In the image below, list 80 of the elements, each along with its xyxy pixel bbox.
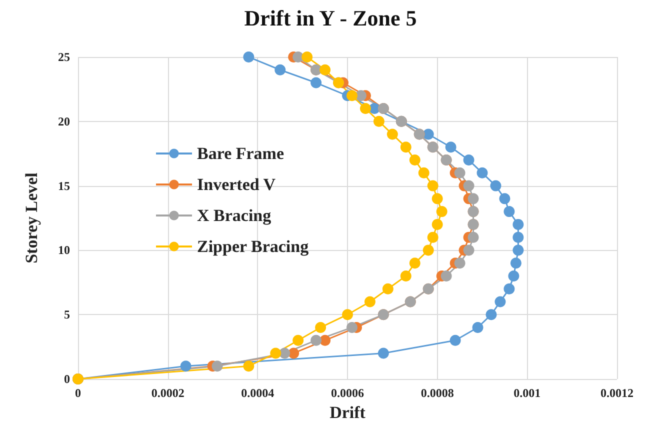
point [512,244,524,256]
point [355,90,366,102]
y-tick-label: 5 [64,308,70,322]
point [508,270,520,282]
point [378,348,389,359]
point [315,322,326,333]
chart-title: Drift in Y - Zone 5 [244,6,417,30]
point [400,270,412,282]
point [279,348,290,359]
point [422,244,434,256]
y-tick-label: 20 [58,114,70,128]
legend-label: Inverted V [197,175,276,194]
point [180,360,192,372]
x-tick-label: 0.0012 [600,386,634,400]
point [476,167,488,178]
point [243,360,254,372]
x-tick-label: 0.0008 [420,386,454,400]
point [212,360,223,372]
point [504,206,515,218]
point [400,142,412,153]
point [386,128,398,140]
point [494,296,506,308]
point [427,180,438,192]
point [450,334,461,346]
point [504,283,515,294]
point [409,258,420,269]
point [512,218,524,230]
point [346,322,358,333]
point [320,64,331,76]
legend-label: Bare Frame [197,144,284,163]
point [427,232,438,243]
point [499,193,510,204]
y-tick-label: 10 [58,243,70,258]
point [243,52,254,62]
legend-label: X Bracing [197,206,272,225]
point [360,103,371,114]
point [418,167,430,178]
point [310,334,322,346]
point [302,52,313,62]
point [292,334,304,346]
point [463,154,474,166]
x-tick-label: 0 [75,386,81,400]
point [436,206,448,218]
point [382,283,394,294]
y-tick-label: 25 [58,50,70,64]
y-axis-title: Storey Level [22,172,41,264]
point [445,142,456,153]
point [310,77,322,88]
point [409,154,420,166]
point [292,52,304,62]
point [274,64,286,76]
point [440,270,452,282]
point [468,232,479,243]
point [486,309,497,320]
point [270,348,282,359]
point [364,296,376,308]
point [320,334,331,346]
y-tick-label: 0 [64,372,70,386]
point [454,258,466,269]
point [422,128,434,140]
point [346,90,358,102]
x-tick-label: 0.0002 [151,386,184,400]
point [432,218,443,230]
x-tick-label: 0.0004 [241,386,274,400]
y-tick-label: 15 [58,178,70,193]
x-tick-label: 0.001 [514,386,541,400]
x-axis-title: Drift [330,402,366,422]
point [454,167,466,178]
point [490,180,502,192]
point [463,180,474,192]
x-tick-label: 0.0006 [331,386,364,400]
point [468,193,479,204]
legend-label: Zipper Bracing [197,237,310,256]
point [472,322,484,333]
point [373,116,384,127]
point [463,244,474,256]
point [510,258,522,269]
point [432,193,443,204]
point [342,309,353,320]
point [512,232,524,243]
